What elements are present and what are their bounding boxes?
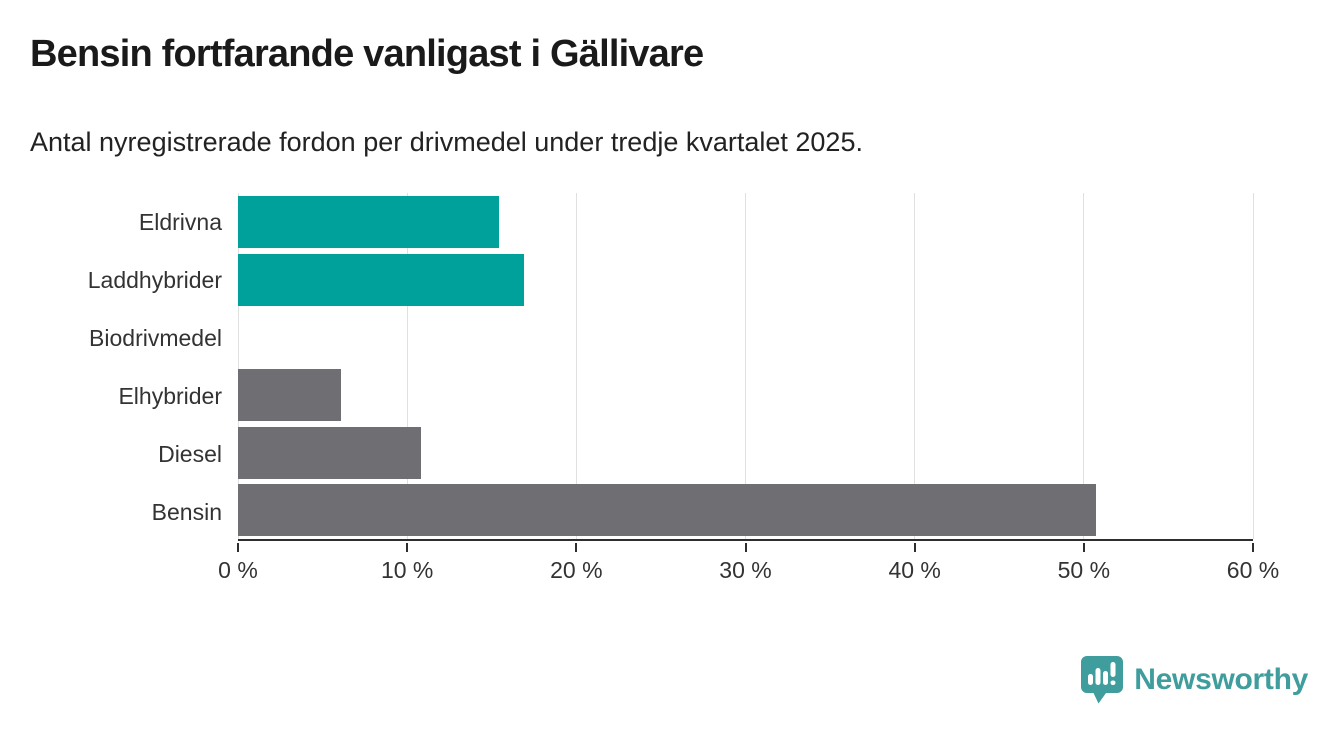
- axis-tick-label: 20 %: [550, 557, 603, 583]
- axis-tick: [744, 543, 747, 552]
- category-label: Bensin: [151, 498, 222, 525]
- branding: Newsworthy: [1080, 655, 1308, 705]
- axis-tick: [1082, 543, 1085, 552]
- category-labels: Eldrivna Laddhybrider Biodrivmedel Elhybrid…: [0, 193, 222, 541]
- category-label: Diesel: [158, 440, 222, 467]
- gridline: [575, 193, 577, 539]
- bar-laddhybrider: [238, 253, 524, 306]
- gridline: [914, 193, 916, 539]
- gridline: [745, 193, 746, 539]
- axis-tick-label: 60 %: [1226, 557, 1280, 583]
- bar-diesel: [238, 426, 421, 479]
- axis-tick: [575, 543, 578, 552]
- gridline: [406, 193, 408, 539]
- x-axis: 0 % 10 % 20 % 30 % 40 % 50 % 60 %: [218, 543, 1279, 598]
- newsworthy-logo-text: Newsworthy: [1134, 663, 1308, 696]
- category-label: Laddhybrider: [87, 266, 222, 293]
- gridline: [1252, 193, 1254, 539]
- category-label: Elhybrider: [118, 382, 222, 409]
- axis-tick: [913, 543, 916, 552]
- newsworthy-logo-icon: [1081, 656, 1124, 704]
- gridline: [1083, 193, 1085, 539]
- axis-tick-label: 50 %: [1057, 557, 1111, 583]
- bar-elhybrider: [238, 369, 342, 421]
- bar-bensin: [238, 484, 1096, 537]
- gridline: [237, 193, 239, 539]
- axis-tick-label: 0 %: [218, 557, 258, 583]
- category-label: Eldrivna: [138, 208, 222, 235]
- axis-tick-label: 40 %: [888, 557, 941, 583]
- axis-tick: [406, 543, 409, 552]
- chart-subtitle: Antal nyregistrerade fordon per drivmede…: [30, 127, 863, 157]
- chart-title: Bensin fortfarande vanligast i Gällivare: [30, 33, 704, 75]
- plot-area: [237, 193, 1254, 541]
- axis-tick: [237, 543, 239, 552]
- bar-eldrivna: [238, 196, 499, 248]
- axis-tick-label: 30 %: [719, 557, 772, 583]
- axis-tick-label: 10 %: [380, 557, 434, 583]
- category-label: Biodrivmedel: [89, 324, 222, 351]
- axis-tick: [1252, 543, 1254, 552]
